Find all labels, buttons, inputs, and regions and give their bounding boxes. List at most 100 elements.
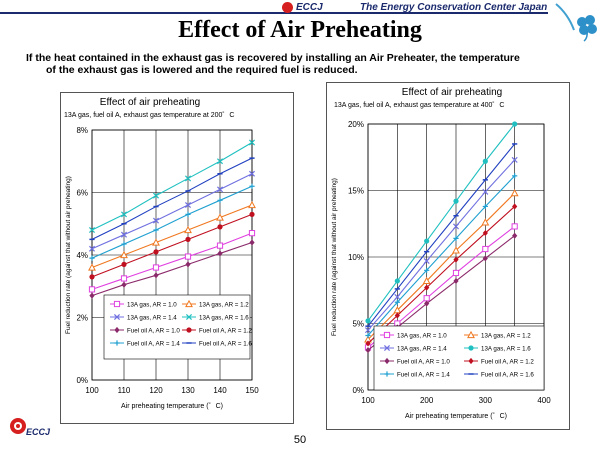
data-point xyxy=(423,257,430,265)
data-point xyxy=(511,223,518,230)
data-point xyxy=(365,332,371,339)
chart-title: Effect of air preheating xyxy=(402,87,502,98)
data-point xyxy=(248,200,256,209)
legend-label: Fuel oil A, AR = 1.6 xyxy=(481,372,534,379)
x-tick-label: 140 xyxy=(213,386,227,395)
chart-right: Effect of air preheating 13A gas, fuel oi… xyxy=(331,87,551,420)
legend-label: Fuel oil A, AR = 1.2 xyxy=(199,328,252,335)
data-point xyxy=(121,261,127,267)
series-line xyxy=(91,173,253,250)
data-point xyxy=(453,235,459,241)
eccj-logo-icon xyxy=(282,2,293,13)
y-tick-label: 2% xyxy=(76,314,88,323)
legend-label: 13A gas, AR = 1.4 xyxy=(127,315,177,322)
y-axis-label: Fuel reduction rate (against that withou… xyxy=(65,176,72,334)
subtitle-line-1: If the heat contained in the exhaust gas… xyxy=(26,52,520,64)
data-point xyxy=(394,299,400,305)
data-point xyxy=(452,246,460,254)
data-point xyxy=(482,188,489,195)
legend-marker xyxy=(185,313,193,321)
x-tick-label: 150 xyxy=(245,386,259,395)
series-line xyxy=(367,123,516,322)
chart-left: Effect of air preheating 13A gas, fuel oi… xyxy=(64,97,259,410)
legend-marker xyxy=(384,357,390,365)
data-point xyxy=(185,211,191,217)
chart-title: Effect of air preheating xyxy=(100,97,200,108)
data-point xyxy=(422,276,431,285)
data-point xyxy=(153,272,159,279)
data-point xyxy=(249,211,255,217)
y-tick-label: 5% xyxy=(352,320,364,329)
data-point xyxy=(481,218,490,226)
data-point xyxy=(216,186,224,193)
x-tick-label: 110 xyxy=(118,386,131,395)
x-tick-label: 200 xyxy=(420,396,434,405)
data-point xyxy=(248,230,256,237)
data-point xyxy=(185,236,191,242)
header-org-short: ECCJ xyxy=(296,2,323,13)
data-point xyxy=(482,203,488,210)
y-tick-label: 15% xyxy=(348,187,364,196)
y-tick-label: 0% xyxy=(352,386,364,395)
legend-label: Fuel oil A, AR = 1.4 xyxy=(397,372,450,379)
x-axis-label: Air preheating temperature (゜C) xyxy=(121,402,223,410)
data-point xyxy=(453,256,459,263)
data-point xyxy=(248,139,256,146)
data-point xyxy=(365,318,371,324)
data-point xyxy=(482,245,489,253)
data-point xyxy=(152,238,160,246)
legend-label: Fuel oil A, AR = 1.2 xyxy=(481,359,534,366)
data-point xyxy=(216,158,224,165)
x-axis-label: Air preheating temperature (゜C) xyxy=(405,412,507,420)
series-line xyxy=(367,143,516,327)
legend-marker xyxy=(114,340,120,346)
footer-logo-icon xyxy=(10,418,26,434)
data-point xyxy=(364,327,372,334)
series-line xyxy=(367,192,516,340)
data-point xyxy=(511,156,518,163)
x-tick-label: 100 xyxy=(361,396,375,405)
data-point xyxy=(153,249,159,255)
legend-marker xyxy=(383,344,391,352)
header-rule xyxy=(0,12,548,14)
x-tick-label: 300 xyxy=(479,396,493,405)
legend-marker xyxy=(114,326,120,334)
legend-label: Fuel oil A, AR = 1.0 xyxy=(397,359,450,366)
data-point xyxy=(512,173,518,179)
series-line xyxy=(91,241,253,297)
data-point xyxy=(185,261,191,268)
legend-label: Fuel oil A, AR = 1.4 xyxy=(127,341,180,348)
legend-marker xyxy=(384,371,390,377)
data-point xyxy=(249,239,255,246)
subtitle-line-2: of the exhaust gas is lowered and the re… xyxy=(46,64,358,76)
legend-marker xyxy=(467,330,475,339)
data-point xyxy=(120,231,128,238)
data-point xyxy=(88,226,96,234)
legend-label: 13A gas, AR = 1.0 xyxy=(127,302,177,309)
data-point xyxy=(510,189,519,197)
legend-label: 13A gas, AR = 1.2 xyxy=(481,333,531,340)
x-tick-label: 100 xyxy=(85,386,99,395)
y-axis-label: Fuel reduction rate (against that withou… xyxy=(331,178,338,336)
legend-label: Fuel oil A, AR = 1.6 xyxy=(199,341,252,348)
legend-marker xyxy=(185,299,193,308)
series-line xyxy=(367,206,516,344)
data-point xyxy=(424,238,430,244)
data-point xyxy=(452,223,460,230)
data-point xyxy=(184,175,192,182)
data-point xyxy=(394,278,400,284)
header-org-name: The Energy Conservation Center Japan xyxy=(360,2,548,13)
data-point xyxy=(121,281,127,288)
data-point xyxy=(152,192,160,199)
legend-marker xyxy=(383,331,391,339)
data-point xyxy=(88,286,96,293)
series-line xyxy=(91,185,253,259)
data-point xyxy=(216,213,224,221)
legend-box xyxy=(103,294,251,360)
data-point xyxy=(153,227,159,233)
page-subtitle: If the heat contained in the exhaust gas… xyxy=(26,52,586,76)
y-tick-label: 10% xyxy=(348,253,364,262)
data-point xyxy=(120,275,128,282)
y-tick-label: 6% xyxy=(76,189,88,198)
data-point xyxy=(120,250,128,259)
